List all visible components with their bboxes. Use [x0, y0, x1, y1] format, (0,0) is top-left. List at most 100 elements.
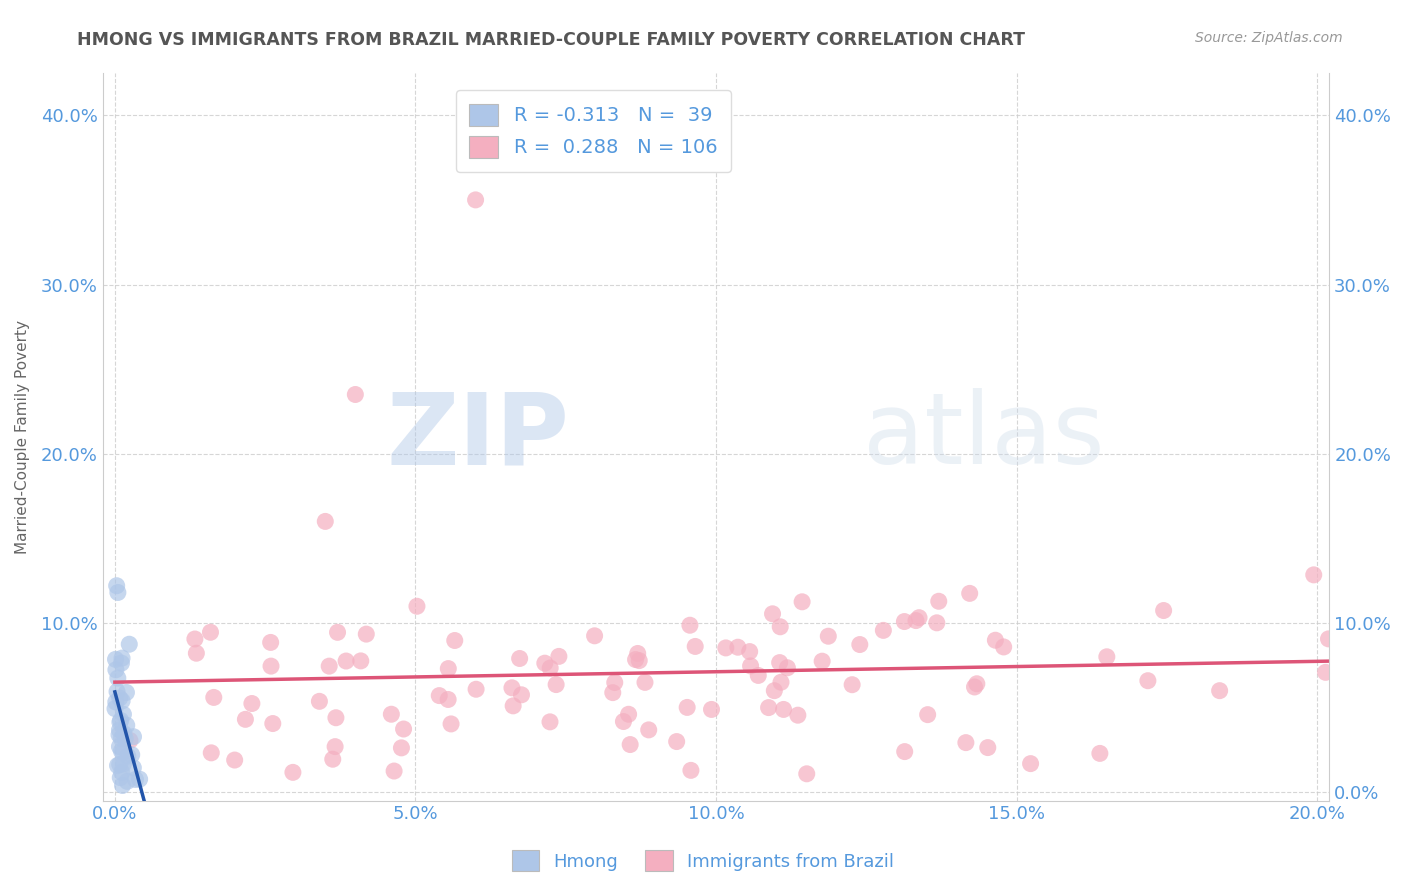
Point	[769, 656, 792, 670]
Legend: Hmong, Immigrants from Brazil: Hmong, Immigrants from Brazil	[505, 843, 901, 879]
Point	[769, 620, 792, 634]
Point	[108, 723, 131, 737]
Point	[107, 758, 129, 772]
Point	[111, 694, 134, 708]
Point	[627, 647, 650, 661]
Point	[314, 515, 336, 529]
Point	[110, 731, 132, 746]
Point	[1153, 603, 1175, 617]
Point	[796, 766, 818, 780]
Point	[872, 624, 894, 638]
Point	[104, 652, 127, 666]
Point	[108, 728, 131, 742]
Point	[966, 677, 988, 691]
Y-axis label: Married-Couple Family Poverty: Married-Couple Family Poverty	[15, 320, 30, 554]
Point	[350, 654, 373, 668]
Point	[758, 700, 780, 714]
Point	[356, 627, 378, 641]
Point	[700, 702, 723, 716]
Point	[617, 707, 640, 722]
Point	[776, 661, 799, 675]
Point	[281, 765, 304, 780]
Point	[548, 649, 571, 664]
Text: Source: ZipAtlas.com: Source: ZipAtlas.com	[1195, 31, 1343, 45]
Point	[406, 599, 429, 614]
Point	[260, 659, 283, 673]
Point	[665, 734, 688, 748]
Point	[427, 689, 450, 703]
Point	[128, 772, 150, 786]
Point	[1019, 756, 1042, 771]
Point	[380, 707, 402, 722]
Point	[790, 595, 813, 609]
Point	[115, 774, 138, 789]
Point	[108, 739, 131, 754]
Point	[104, 701, 127, 715]
Point	[533, 656, 555, 670]
Point	[107, 585, 129, 599]
Point	[104, 663, 127, 677]
Point	[184, 632, 207, 646]
Point	[111, 765, 134, 780]
Point	[738, 644, 761, 658]
Text: HMONG VS IMMIGRANTS FROM BRAZIL MARRIED-COUPLE FAMILY POVERTY CORRELATION CHART: HMONG VS IMMIGRANTS FROM BRAZIL MARRIED-…	[77, 31, 1025, 49]
Point	[509, 651, 531, 665]
Point	[118, 733, 141, 747]
Point	[105, 579, 128, 593]
Point	[382, 764, 405, 778]
Point	[772, 702, 794, 716]
Point	[993, 640, 1015, 654]
Point	[637, 723, 659, 737]
Point	[202, 690, 225, 705]
Point	[1315, 665, 1337, 680]
Point	[318, 659, 340, 673]
Point	[1302, 567, 1324, 582]
Point	[110, 714, 132, 728]
Point	[104, 695, 127, 709]
Point	[1317, 632, 1340, 646]
Point	[200, 625, 222, 640]
Legend: R = -0.313   N =  39, R =  0.288   N = 106: R = -0.313 N = 39, R = 0.288 N = 106	[456, 90, 731, 172]
Point	[959, 586, 981, 600]
Point	[112, 727, 135, 741]
Point	[727, 640, 749, 655]
Point	[111, 651, 134, 665]
Point	[108, 691, 131, 706]
Point	[122, 730, 145, 744]
Text: ZIP: ZIP	[387, 388, 569, 485]
Point	[955, 736, 977, 750]
Point	[240, 697, 263, 711]
Point	[624, 652, 647, 666]
Point	[465, 682, 488, 697]
Point	[683, 640, 706, 654]
Point	[740, 659, 762, 673]
Point	[235, 712, 257, 726]
Point	[603, 675, 626, 690]
Point	[440, 717, 463, 731]
Point	[118, 637, 141, 651]
Point	[110, 744, 132, 758]
Point	[747, 668, 769, 682]
Point	[443, 633, 465, 648]
Point	[714, 640, 737, 655]
Point	[122, 761, 145, 775]
Point	[811, 654, 834, 668]
Point	[115, 718, 138, 732]
Point	[1136, 673, 1159, 688]
Point	[619, 738, 641, 752]
Point	[1208, 683, 1230, 698]
Point	[849, 638, 872, 652]
Point	[893, 615, 915, 629]
Point	[761, 607, 783, 621]
Point	[763, 683, 786, 698]
Point	[502, 698, 524, 713]
Point	[908, 610, 931, 624]
Point	[344, 387, 367, 401]
Point	[224, 753, 246, 767]
Point	[676, 700, 699, 714]
Point	[308, 694, 330, 708]
Point	[200, 746, 222, 760]
Point	[841, 678, 863, 692]
Point	[786, 708, 808, 723]
Point	[679, 618, 702, 632]
